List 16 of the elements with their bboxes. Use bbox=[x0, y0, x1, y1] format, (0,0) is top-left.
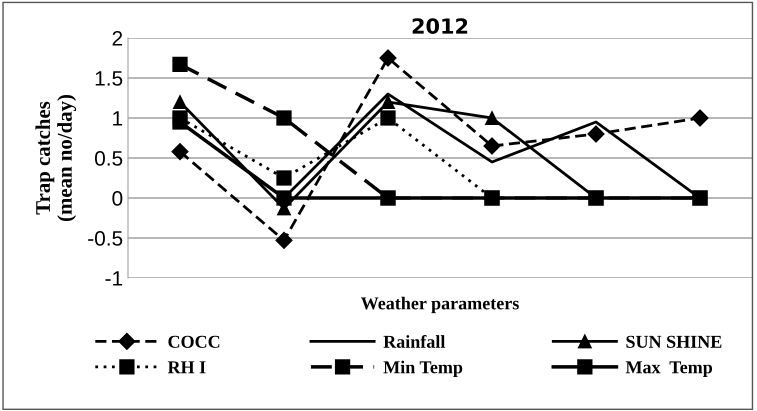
legend-label: SUN SHINE bbox=[626, 336, 722, 348]
x-axis-title: Weather parameters bbox=[360, 296, 519, 314]
legend-label: Min Temp bbox=[383, 360, 462, 378]
y-axis-title: Trap catches (mean no/day) bbox=[35, 94, 76, 222]
y-tick-label: 1.5 bbox=[96, 71, 122, 86]
legend-label: RH I bbox=[168, 361, 206, 374]
legend-label: Rainfall bbox=[383, 334, 446, 348]
y-tick-label: 0 bbox=[112, 191, 122, 206]
y-tick-label: -1 bbox=[106, 271, 122, 286]
chart-title: 2012 bbox=[412, 18, 468, 34]
y-tick-label: 0.5 bbox=[94, 151, 122, 166]
y-tick-label: -0.5 bbox=[88, 231, 122, 246]
legend-label: COCC bbox=[168, 336, 220, 348]
legend-label: Max Temp bbox=[626, 361, 712, 378]
y-tick-label: 1 bbox=[113, 111, 122, 126]
y-tick-label: 2 bbox=[112, 31, 122, 46]
